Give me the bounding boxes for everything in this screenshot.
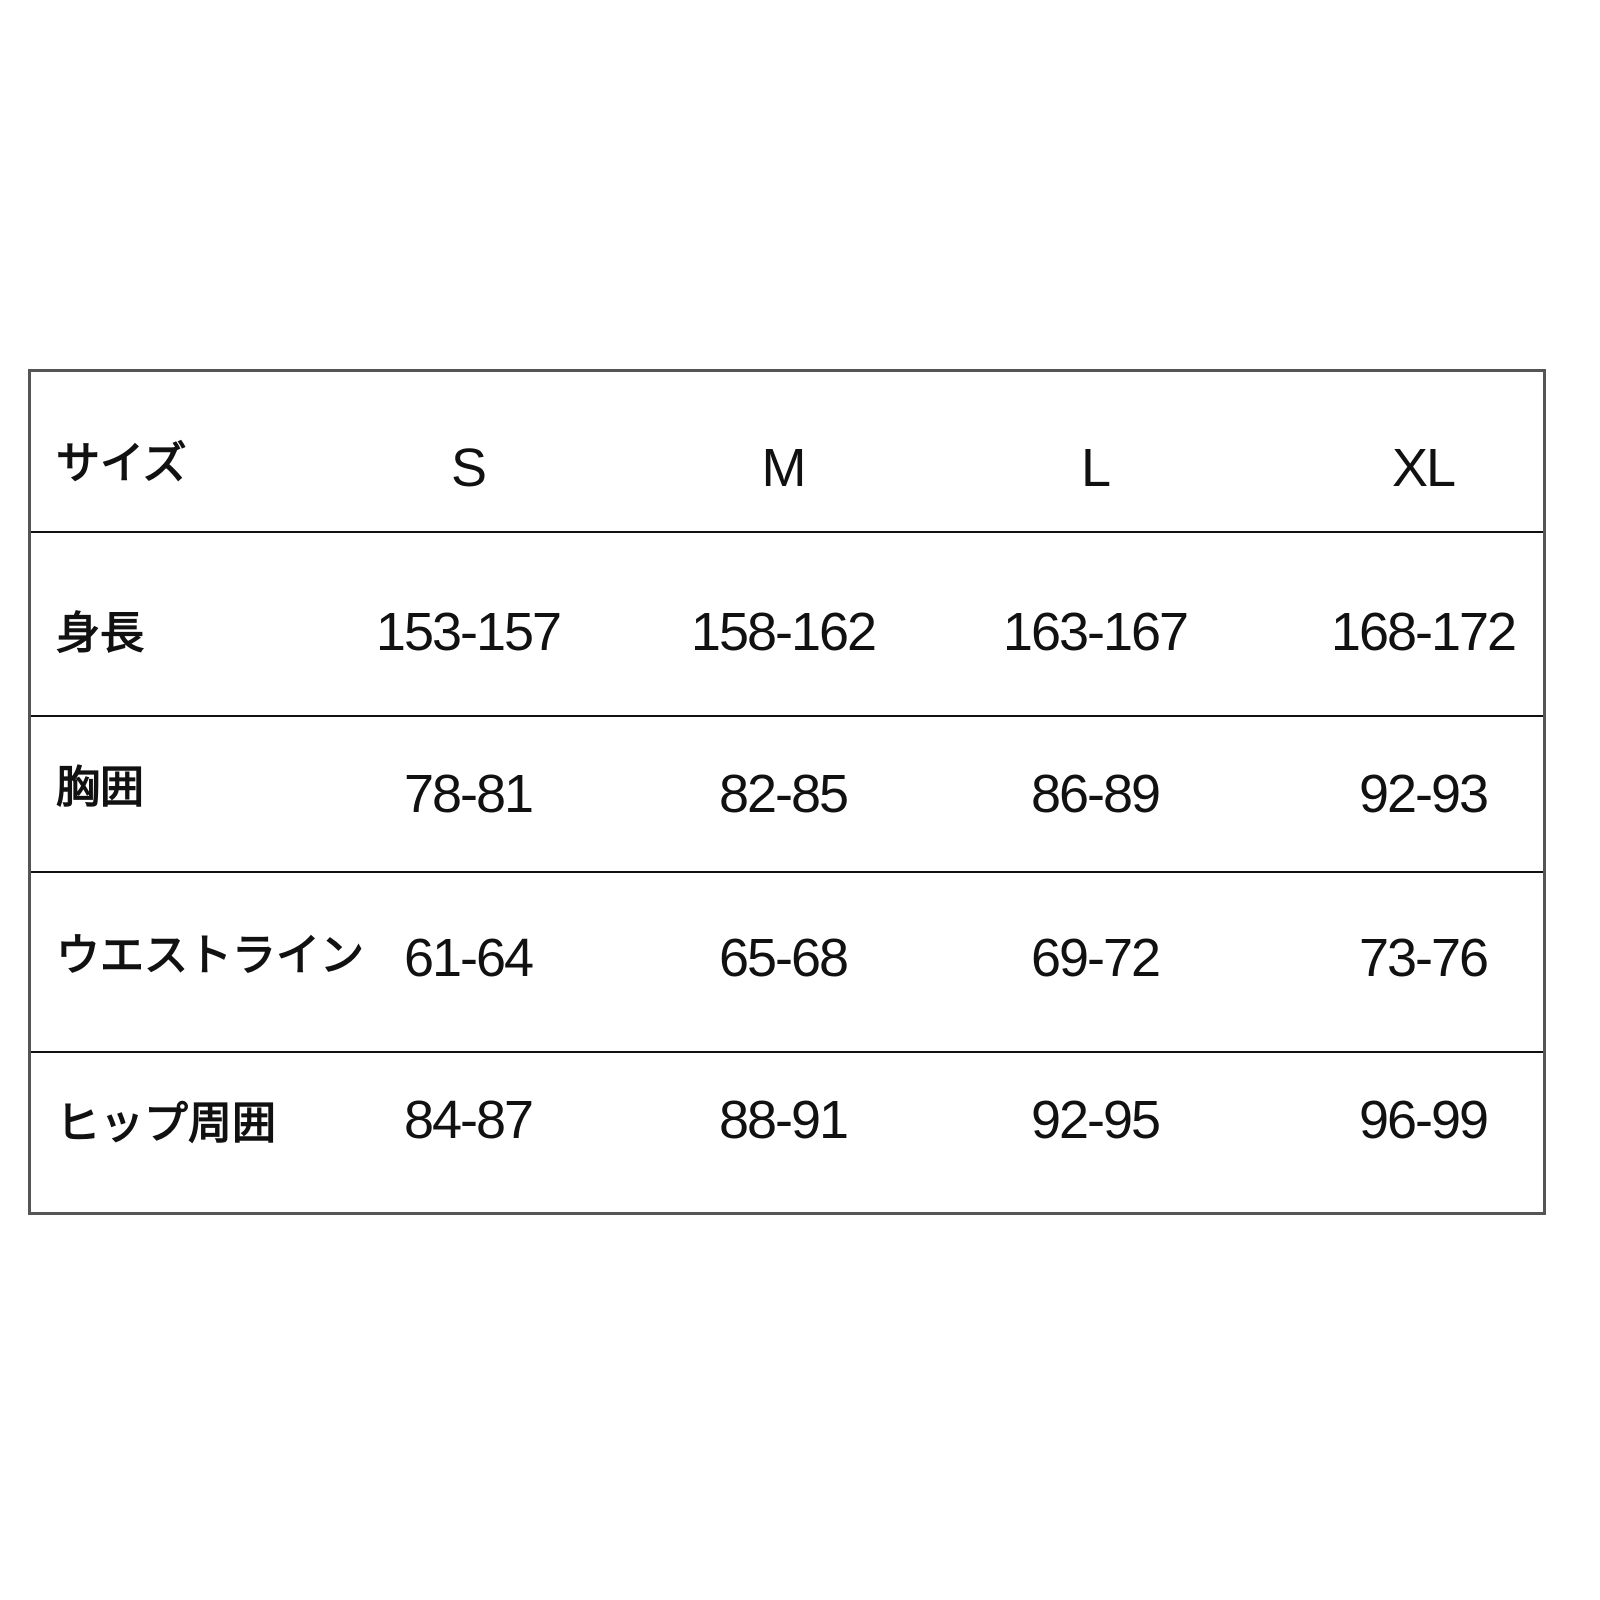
header-size-l: L [1080, 438, 1111, 498]
header-size-s: S [450, 438, 487, 498]
table-cell: 61-64 [403, 928, 534, 988]
row-label-hip: ヒップ周囲 [56, 1098, 276, 1149]
table-cell: 96-99 [1358, 1090, 1489, 1150]
table-cell: 88-91 [718, 1090, 849, 1150]
size-chart-table: サイズ S M L XL 身長 153-157 158-162 163-167 … [28, 369, 1546, 1215]
table-cell: 168-172 [1330, 602, 1517, 662]
table-cell: 92-95 [1030, 1090, 1161, 1150]
row-label-chest: 胸囲 [56, 762, 144, 813]
row-divider [31, 871, 1543, 873]
row-divider [31, 715, 1543, 717]
row-label-height: 身長 [56, 608, 144, 659]
table-cell: 73-76 [1358, 928, 1489, 988]
header-size-xl: XL [1391, 438, 1456, 498]
table-cell: 86-89 [1030, 764, 1161, 824]
table-cell: 65-68 [718, 928, 849, 988]
table-cell: 69-72 [1030, 928, 1161, 988]
row-divider [31, 1051, 1543, 1053]
table-cell: 84-87 [403, 1090, 534, 1150]
table-cell: 153-157 [375, 602, 562, 662]
header-label: サイズ [56, 438, 187, 489]
header-size-m: M [761, 438, 807, 498]
table-cell: 82-85 [718, 764, 849, 824]
table-cell: 78-81 [403, 764, 534, 824]
table-cell: 92-93 [1358, 764, 1489, 824]
row-divider [31, 531, 1543, 533]
table-cell: 163-167 [1002, 602, 1189, 662]
table-cell: 158-162 [690, 602, 877, 662]
row-label-waist: ウエストライン [56, 930, 364, 981]
